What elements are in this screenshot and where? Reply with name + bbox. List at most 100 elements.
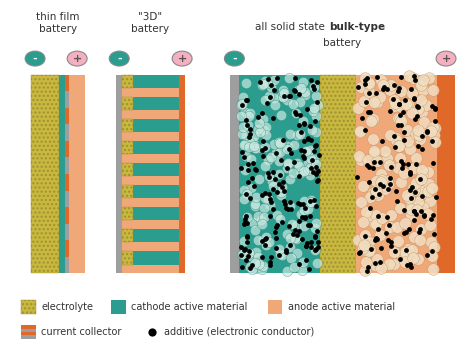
Point bbox=[249, 160, 257, 166]
Point bbox=[253, 145, 261, 151]
Point bbox=[283, 268, 291, 274]
Point bbox=[361, 233, 369, 239]
Circle shape bbox=[436, 51, 456, 66]
Bar bbox=[122, 163, 179, 176]
Point bbox=[354, 105, 362, 111]
Point bbox=[266, 262, 273, 268]
Point bbox=[280, 198, 287, 204]
Point bbox=[414, 200, 421, 205]
Point bbox=[266, 259, 274, 265]
Point bbox=[265, 239, 273, 244]
Point bbox=[404, 246, 411, 252]
Point bbox=[402, 247, 410, 253]
Point bbox=[423, 252, 431, 258]
Point bbox=[394, 88, 401, 94]
Bar bbox=[122, 154, 179, 163]
Point bbox=[242, 257, 250, 263]
Point bbox=[314, 177, 322, 182]
Text: -: - bbox=[33, 54, 37, 64]
Point bbox=[292, 235, 299, 241]
Point bbox=[388, 212, 395, 218]
Point bbox=[313, 79, 320, 84]
Point bbox=[416, 226, 424, 231]
Point bbox=[369, 165, 376, 171]
Point bbox=[248, 175, 256, 180]
Point bbox=[311, 233, 319, 239]
Point bbox=[266, 197, 273, 202]
Point bbox=[240, 247, 247, 252]
Point bbox=[300, 223, 307, 229]
Point bbox=[372, 178, 380, 184]
Point bbox=[372, 235, 380, 241]
Point bbox=[365, 91, 373, 96]
Point bbox=[262, 190, 269, 196]
Point bbox=[242, 214, 250, 219]
Point bbox=[366, 205, 374, 211]
Point bbox=[428, 253, 436, 259]
Point bbox=[382, 149, 389, 154]
Bar bbox=[21, 335, 36, 339]
Point bbox=[375, 191, 383, 197]
Point bbox=[266, 94, 273, 100]
Point bbox=[295, 228, 302, 234]
Point bbox=[241, 168, 249, 173]
Point bbox=[412, 155, 419, 160]
Point bbox=[261, 196, 269, 201]
Point bbox=[391, 100, 398, 106]
Point bbox=[394, 143, 401, 148]
Point bbox=[386, 108, 394, 114]
Point bbox=[259, 237, 267, 243]
Point bbox=[292, 88, 299, 94]
Text: "3D"
battery: "3D" battery bbox=[131, 12, 170, 34]
Point bbox=[415, 132, 423, 137]
Point bbox=[418, 133, 426, 138]
Point bbox=[395, 238, 402, 244]
Point bbox=[270, 95, 278, 101]
Point bbox=[237, 102, 245, 108]
Point bbox=[265, 191, 273, 197]
Point bbox=[424, 128, 431, 134]
Point bbox=[390, 82, 398, 88]
Point bbox=[304, 222, 312, 228]
Point bbox=[258, 110, 265, 116]
Point bbox=[413, 104, 421, 109]
Text: anode active material: anode active material bbox=[288, 302, 395, 312]
Point bbox=[310, 170, 317, 175]
Point bbox=[428, 103, 436, 109]
Point bbox=[374, 236, 381, 242]
Point bbox=[245, 144, 253, 150]
Point bbox=[392, 248, 399, 254]
Point bbox=[406, 171, 414, 177]
Point bbox=[401, 170, 408, 176]
Point bbox=[267, 154, 274, 160]
Point bbox=[403, 262, 411, 267]
Point bbox=[376, 159, 384, 164]
Point bbox=[262, 235, 270, 240]
Point bbox=[365, 180, 373, 185]
Point bbox=[241, 217, 248, 222]
Point bbox=[429, 160, 437, 166]
Point bbox=[290, 159, 298, 165]
Point bbox=[354, 84, 362, 89]
Point bbox=[308, 165, 315, 170]
Point bbox=[301, 92, 309, 98]
Point bbox=[250, 133, 257, 139]
Point bbox=[394, 165, 401, 171]
Point bbox=[267, 82, 274, 87]
Point bbox=[401, 259, 409, 264]
Point bbox=[285, 146, 292, 152]
Point bbox=[386, 87, 393, 93]
Point bbox=[419, 77, 427, 83]
Point bbox=[314, 168, 321, 174]
Point bbox=[364, 109, 372, 115]
Point bbox=[384, 181, 392, 187]
Bar bbox=[64, 75, 69, 91]
Point bbox=[395, 85, 403, 91]
Bar bbox=[122, 198, 179, 207]
Bar bbox=[122, 141, 133, 154]
Point bbox=[418, 172, 426, 178]
Point bbox=[397, 118, 405, 124]
Point bbox=[271, 103, 279, 108]
Point bbox=[254, 254, 262, 260]
Point bbox=[376, 181, 383, 187]
